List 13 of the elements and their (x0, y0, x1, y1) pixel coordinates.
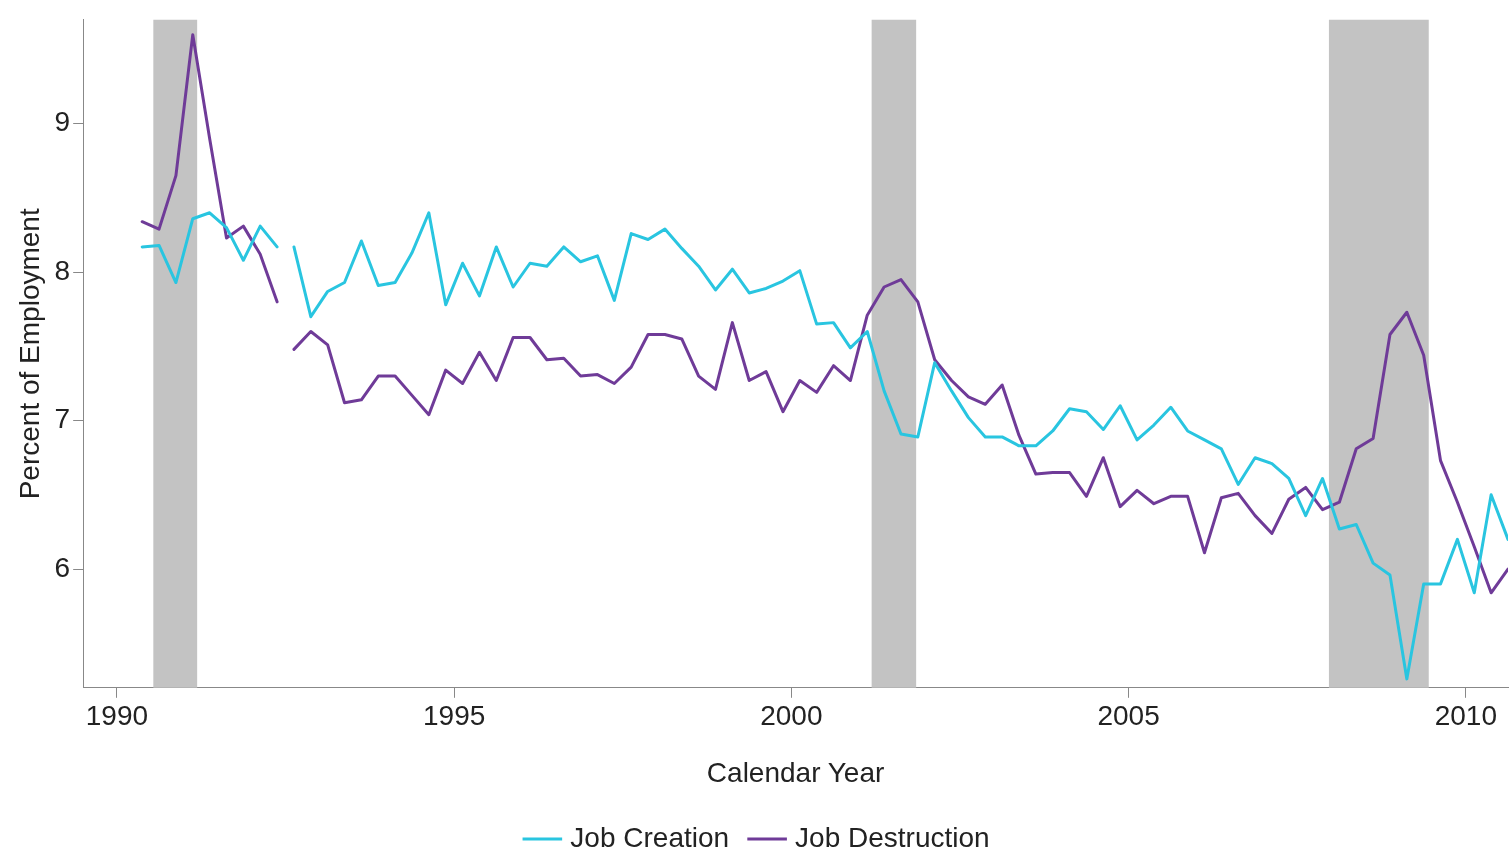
y-tick-label: 7 (54, 403, 71, 435)
legend-label: Job Creation (570, 821, 730, 853)
y-axis-title: Percent of Employment (13, 208, 45, 500)
x-tick-label: 1990 (85, 700, 149, 732)
y-tick-label: 6 (54, 551, 71, 583)
x-tick-label: 2000 (760, 700, 823, 732)
y-tick-label: 8 (54, 254, 71, 286)
y-tick-label: 9 (54, 106, 71, 138)
x-axis-title: Calendar Year (706, 756, 885, 788)
legend-label: Job Destruction (795, 821, 990, 853)
x-tick-label: 2010 (1434, 700, 1497, 732)
x-tick-label: 2005 (1097, 700, 1160, 732)
x-tick-label: 1995 (422, 700, 486, 732)
